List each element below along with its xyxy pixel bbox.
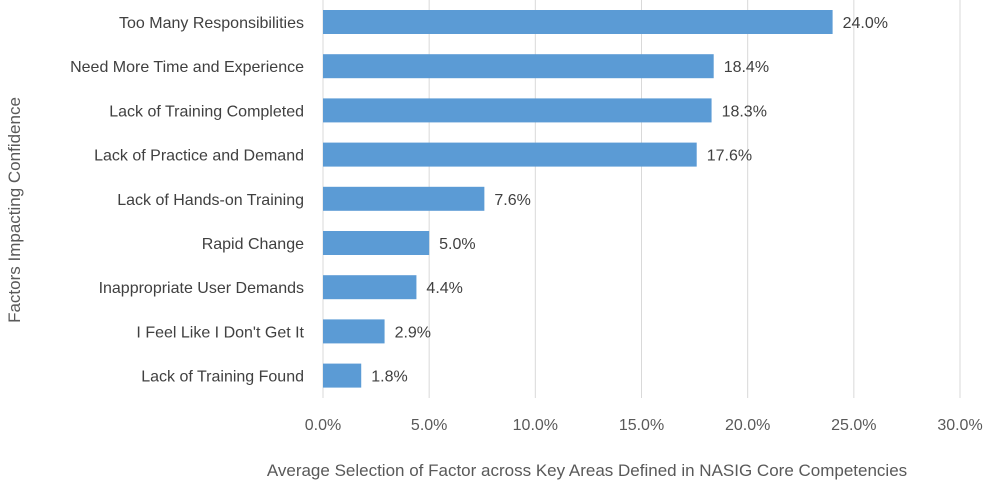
bar bbox=[323, 319, 385, 344]
x-axis-title: Average Selection of Factor across Key A… bbox=[267, 461, 907, 480]
category-label: Too Many Responsibilities bbox=[119, 15, 304, 32]
bar bbox=[323, 275, 417, 300]
bar bbox=[323, 363, 362, 388]
data-label: 18.4% bbox=[724, 59, 769, 76]
bar bbox=[323, 10, 833, 34]
x-tick-label: 15.0% bbox=[619, 417, 664, 434]
bar bbox=[323, 54, 714, 79]
category-label: Lack of Training Completed bbox=[109, 103, 304, 120]
x-tick-label: 10.0% bbox=[513, 417, 558, 434]
data-label: 5.0% bbox=[439, 236, 475, 253]
category-label: Lack of Training Found bbox=[141, 369, 304, 386]
data-label: 24.0% bbox=[843, 15, 888, 32]
category-label: I Feel Like I Don't Get It bbox=[136, 324, 304, 341]
data-label: 7.6% bbox=[494, 192, 530, 209]
category-label: Inappropriate User Demands bbox=[99, 280, 304, 297]
data-label: 2.9% bbox=[395, 324, 431, 341]
bar bbox=[323, 98, 712, 123]
y-axis-title: Factors Impacting Confidence bbox=[5, 97, 24, 323]
x-tick-label: 30.0% bbox=[937, 417, 982, 434]
bar bbox=[323, 186, 485, 211]
bar bbox=[323, 142, 697, 167]
data-label: 4.4% bbox=[426, 280, 462, 297]
category-label: Lack of Practice and Demand bbox=[94, 148, 304, 165]
data-label: 18.3% bbox=[722, 103, 767, 120]
x-tick-label: 20.0% bbox=[725, 417, 770, 434]
category-label: Lack of Hands-on Training bbox=[117, 192, 304, 209]
category-label: Rapid Change bbox=[202, 236, 304, 253]
x-tick-label: 0.0% bbox=[305, 417, 341, 434]
x-tick-label: 5.0% bbox=[411, 417, 447, 434]
data-label: 1.8% bbox=[371, 369, 407, 386]
category-label: Need More Time and Experience bbox=[70, 59, 304, 76]
x-tick-label: 25.0% bbox=[831, 417, 876, 434]
data-label: 17.6% bbox=[707, 148, 752, 165]
bar bbox=[323, 231, 430, 255]
